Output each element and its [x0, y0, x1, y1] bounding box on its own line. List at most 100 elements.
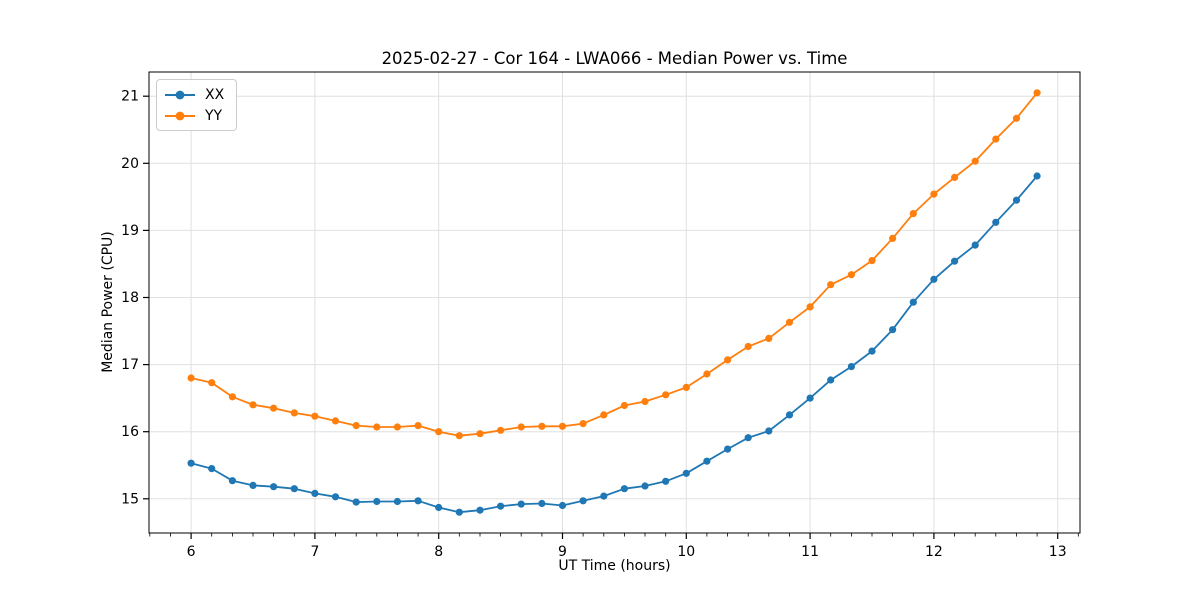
series-yy-point: [1012, 114, 1021, 122]
series-xx-point: [930, 275, 938, 283]
series-yy-point: [827, 281, 835, 289]
series-yy-point: [909, 210, 917, 218]
series-xx-point: [517, 500, 525, 508]
series-xx-point: [703, 457, 711, 465]
series-xx-point: [558, 501, 567, 510]
y-tick-label: 16: [121, 424, 139, 440]
series-xx-point: [724, 445, 732, 453]
series-xx-point: [1012, 196, 1021, 204]
series-yy-point: [600, 411, 608, 419]
series-yy-point: [538, 422, 546, 430]
series-xx-point: [1033, 172, 1041, 180]
series-yy-point: [744, 342, 752, 351]
x-tick-label: 13: [1049, 544, 1067, 560]
series-yy-point: [971, 157, 979, 165]
chart-title: 2025-02-27 - Cor 164 - LWA066 - Median P…: [381, 49, 848, 68]
series-yy-point: [847, 271, 856, 279]
series-xx-point: [497, 502, 505, 510]
series-yy-point: [393, 423, 401, 431]
legend-item-xx: XX: [164, 85, 224, 104]
series-xx-point: [868, 347, 876, 355]
legend-label-xx: XX: [205, 86, 225, 103]
series-xx-point: [806, 394, 814, 402]
y-tick-label: 17: [121, 357, 139, 373]
series-yy-point: [806, 303, 814, 311]
series-xx-line: [190, 175, 1038, 514]
series-yy-line: [190, 92, 1038, 437]
series-yy-point: [228, 393, 236, 401]
series-xx-point: [455, 508, 463, 516]
series-xx-point: [600, 492, 608, 500]
x-tick-label: 11: [801, 544, 819, 560]
series-yy-point: [476, 430, 484, 438]
series-yy-point: [868, 257, 876, 265]
series-yy-point: [662, 391, 670, 399]
legend: XX YY: [156, 79, 238, 131]
series-xx-point: [765, 427, 773, 435]
series-xx-point: [290, 485, 298, 493]
x-tick-label: 6: [187, 544, 196, 560]
series-yy-point: [951, 173, 959, 181]
legend-label-yy: YY: [205, 107, 223, 124]
series-xx-point: [414, 497, 422, 505]
legend-item-yy: YY: [164, 106, 224, 125]
y-tick-label: 21: [121, 89, 139, 105]
series-xx-point: [435, 503, 443, 512]
series-xx-point: [785, 411, 794, 419]
series-yy-point: [352, 422, 360, 430]
series-yy-point: [208, 379, 216, 387]
series-xx-point: [992, 218, 1000, 226]
y-tick-label: 18: [121, 290, 139, 306]
series-yy-point: [414, 422, 422, 430]
series-yy-point: [703, 370, 711, 378]
series-xx-point: [682, 469, 690, 477]
legend-line-marker-icon: [165, 90, 195, 99]
series-yy-point: [724, 356, 732, 364]
series-yy-point: [1033, 89, 1041, 97]
y-tick-label: 20: [121, 156, 139, 172]
series-yy-point: [620, 401, 629, 410]
series-yy-point: [373, 423, 381, 431]
series-xx-point: [187, 459, 195, 467]
series-xx-point: [270, 483, 278, 491]
series-xx-point: [579, 497, 587, 505]
series-xx-point: [352, 498, 360, 506]
series-xx-point: [228, 477, 236, 485]
y-tick-label: 19: [121, 223, 139, 239]
series-xx-point: [889, 326, 897, 334]
series-yy-point: [765, 334, 773, 342]
series-xx-point: [620, 485, 629, 493]
series-yy-point: [497, 426, 505, 434]
series-yy-point: [187, 374, 195, 382]
series-xx-point: [208, 465, 216, 473]
series-yy-point: [992, 135, 1000, 143]
series-xx-point: [951, 257, 959, 265]
series-yy-point: [249, 401, 257, 409]
series-xx-point: [847, 363, 856, 371]
series-yy-point: [641, 397, 649, 406]
series-xx-point: [827, 376, 835, 384]
x-tick-label: 10: [677, 544, 695, 560]
series-yy-point: [579, 420, 587, 428]
series-yy-point: [311, 412, 319, 420]
series-xx-point: [393, 497, 401, 506]
x-tick-label: 8: [434, 544, 443, 560]
series-xx-point: [249, 481, 257, 489]
series-yy-point: [682, 383, 690, 391]
y-tick-label: 15: [121, 491, 139, 507]
series-xx-point: [744, 434, 752, 442]
x-tick-label: 12: [925, 544, 943, 560]
series-xx-point: [662, 477, 670, 485]
series-yy-point: [455, 432, 463, 440]
series-xx-point: [373, 497, 381, 506]
x-axis-label: UT Time (hours): [558, 558, 671, 574]
series-xx-point: [476, 506, 484, 514]
series-yy-point: [558, 422, 567, 430]
series-yy-point: [290, 409, 298, 417]
x-tick-label: 7: [310, 544, 319, 560]
series-xx-point: [971, 241, 979, 249]
series-yy-point: [331, 417, 340, 425]
legend-line-marker-icon: [165, 111, 195, 120]
